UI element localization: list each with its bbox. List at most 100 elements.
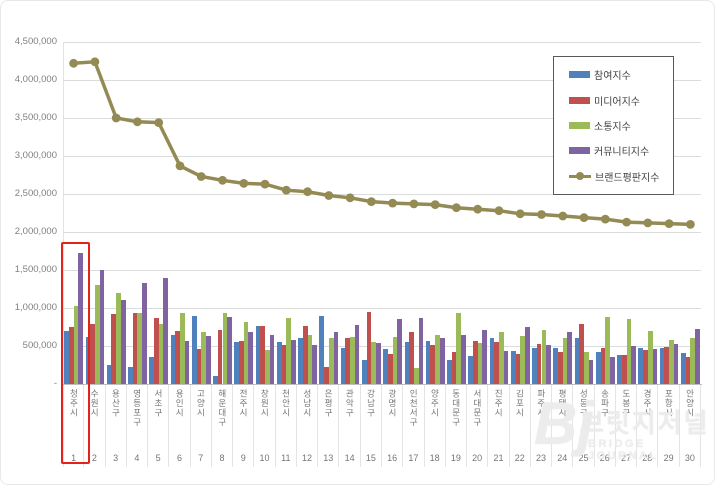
x-category-rank-number: 13	[323, 453, 334, 463]
line-marker-rank18	[430, 200, 440, 210]
bar-미디어지수-rank13	[324, 367, 329, 384]
line-marker-rank15	[367, 197, 376, 207]
x-category-rank-number: 28	[642, 453, 653, 463]
line-marker-rank28	[643, 218, 653, 228]
line-marker-rank7	[196, 172, 206, 181]
bar-미디어지수-rank2	[90, 323, 95, 384]
x-category-rank27: 도봉구 27	[616, 385, 638, 467]
bar-커뮤니티지수-rank22	[524, 327, 530, 384]
x-category-rank-number: 19	[450, 453, 461, 463]
bar-소통지수-rank23	[541, 330, 547, 384]
bar-커뮤니티지수-rank18	[439, 337, 445, 384]
x-category-rank17: 인천서구 17	[403, 385, 425, 467]
y-tick-label: -	[53, 378, 57, 389]
x-category-name: 영등포구	[132, 389, 143, 427]
legend-label: 커뮤니티지수	[594, 147, 650, 159]
x-category-name: 고양시	[195, 389, 206, 418]
bar-참여지수-rank7	[191, 315, 197, 384]
x-category-name: 파주시	[536, 389, 547, 418]
bar-소통지수-rank6	[179, 312, 185, 384]
legend-item-커뮤니티지수: 커뮤니티지수	[569, 143, 671, 158]
bar-소통지수-rank19	[456, 313, 462, 384]
x-category-name: 안양시	[685, 389, 696, 418]
x-category-rank-number: 24	[557, 453, 568, 463]
x-category-rank14: 관악구 14	[339, 385, 361, 467]
x-category-name: 용산구	[110, 389, 121, 418]
bar-커뮤니티지수-rank16	[397, 319, 403, 384]
bar-미디어지수-rank25	[579, 323, 585, 384]
x-category-name: 천안시	[281, 389, 292, 418]
bar-커뮤니티지수-rank9	[248, 332, 254, 384]
x-category-name: 청주시	[68, 389, 79, 418]
x-category-rank19: 동대문구 19	[446, 385, 468, 467]
x-category-name: 진주시	[493, 389, 504, 418]
bar-소통지수-rank8	[222, 313, 228, 384]
bar-소통지수-rank10	[265, 349, 270, 384]
x-category-rank7: 고양시 7	[191, 385, 212, 467]
line-marker-rank20	[473, 204, 483, 214]
legend-label: 미디어지수	[594, 96, 640, 108]
legend-item-소통지수: 소통지수	[569, 118, 671, 133]
bar-소통지수-rank28	[647, 330, 653, 384]
x-category-rank-number: 18	[429, 453, 440, 463]
bar-소통지수-rank27	[626, 319, 632, 384]
bar-참여지수-rank15	[361, 359, 367, 384]
bar-미디어지수-rank1	[68, 327, 74, 384]
x-category-rank13: 은평구 13	[318, 385, 340, 467]
bar-소통지수-rank9	[243, 321, 249, 384]
legend-item-참여지수: 참여지수	[569, 67, 671, 82]
legend-item-미디어지수: 미디어지수	[569, 93, 671, 108]
legend: 참여지수 미디어지수 소통지수 커뮤니티지수 브랜드평판지수	[553, 56, 674, 195]
legend-label: 소통지수	[594, 121, 631, 133]
bar-미디어지수-rank6	[175, 330, 180, 384]
bar-커뮤니티지수-rank2	[99, 270, 105, 384]
x-category-rank-number: 20	[472, 453, 483, 463]
bar-참여지수-rank22	[510, 350, 516, 384]
line-marker-rank23	[537, 210, 546, 219]
bar-소통지수-rank15	[371, 342, 377, 384]
x-category-rank-number: 2	[91, 453, 97, 463]
bar-커뮤니티지수-rank11	[291, 339, 296, 384]
bar-커뮤니티지수-rank17	[418, 317, 424, 384]
x-category-rank-number: 6	[176, 453, 182, 463]
x-category-name: 경주시	[642, 389, 653, 418]
legend-dot-icon	[576, 172, 584, 181]
bar-커뮤니티지수-rank10	[269, 335, 275, 384]
y-tick-label: 2,500,000	[14, 188, 57, 199]
watermark: Bj 브릿지저널 BRIDGE JOURNAL	[532, 394, 714, 482]
line-marker-rank16	[388, 198, 397, 208]
bar-참여지수-rank6	[170, 334, 176, 384]
x-axis-line	[63, 384, 702, 385]
x-category-rank-number: 11	[281, 453, 291, 463]
x-category-name: 강남구	[366, 389, 377, 418]
bar-참여지수-rank16	[383, 349, 388, 384]
bar-소통지수-rank7	[201, 332, 206, 384]
line-marker-rank9	[239, 179, 249, 188]
x-category-rank-number: 8	[219, 453, 225, 463]
bar-미디어지수-rank9	[239, 340, 244, 384]
x-category-rank3: 용산구 3	[106, 385, 127, 467]
y-tick-label: 3,000,000	[14, 150, 57, 161]
bar-미디어지수-rank4	[132, 313, 138, 384]
line-marker-rank24	[558, 211, 568, 221]
bar-참여지수-rank20	[468, 355, 473, 384]
bar-커뮤니티지수-rank24	[567, 331, 573, 384]
line-marker-rank2	[90, 57, 100, 67]
line-marker-rank22	[515, 209, 525, 219]
x-category-rank18: 양주시 18	[425, 385, 446, 467]
x-category-rank-number: 29	[663, 453, 674, 463]
bar-참여지수-rank25	[574, 337, 580, 384]
x-category-rank25: 성동구 25	[573, 385, 595, 467]
bar-소통지수-rank3	[116, 292, 121, 384]
line-marker-rank29	[664, 219, 674, 229]
bar-참여지수-rank27	[617, 355, 622, 384]
bar-미디어지수-rank22	[515, 353, 521, 384]
bar-소통지수-rank4	[137, 313, 143, 384]
bar-미디어지수-rank24	[558, 352, 563, 384]
bar-커뮤니티지수-rank5	[163, 278, 169, 384]
x-category-rank16: 광명시 16	[382, 385, 404, 467]
x-category-rank-number: 5	[155, 453, 161, 463]
gridline-4,500,000	[63, 42, 701, 43]
x-category-name: 수원시	[89, 389, 100, 418]
